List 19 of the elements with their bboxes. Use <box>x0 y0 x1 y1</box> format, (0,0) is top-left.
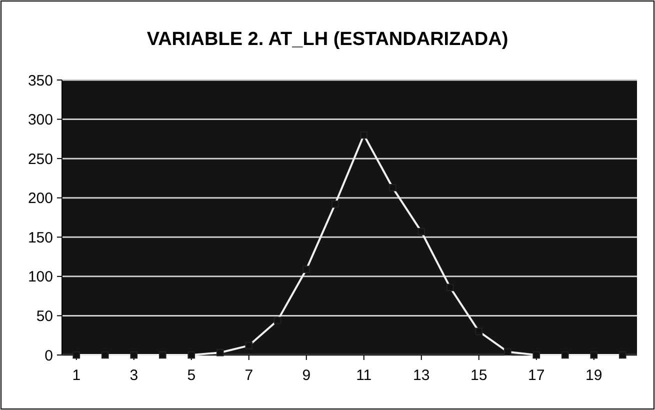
y-tick-label: 50 <box>36 308 53 325</box>
x-tick-label: 17 <box>528 367 545 384</box>
x-tick-label: 7 <box>244 367 254 384</box>
x-tick-label: 15 <box>470 367 488 384</box>
x-tick-label: 1 <box>72 367 81 384</box>
y-tick-label: 150 <box>28 229 53 246</box>
y-tick-label: 350 <box>28 72 53 90</box>
x-tick-label: 5 <box>187 367 196 384</box>
x-tick-label: 13 <box>413 367 430 384</box>
y-tick-label: 100 <box>28 268 53 286</box>
x-tick-label: 19 <box>586 367 602 384</box>
x-tick-label: 3 <box>130 367 138 384</box>
x-tick-label: 11 <box>356 367 372 384</box>
y-tick-label: 0 <box>44 347 53 364</box>
chart-title: VARIABLE 2. AT_LH (ESTANDARIZADA) <box>146 29 508 50</box>
y-tick-label: 300 <box>28 112 53 129</box>
x-tick-label: 9 <box>302 367 311 384</box>
y-tick-label: 200 <box>28 190 53 208</box>
y-tick-label: 250 <box>28 150 53 168</box>
